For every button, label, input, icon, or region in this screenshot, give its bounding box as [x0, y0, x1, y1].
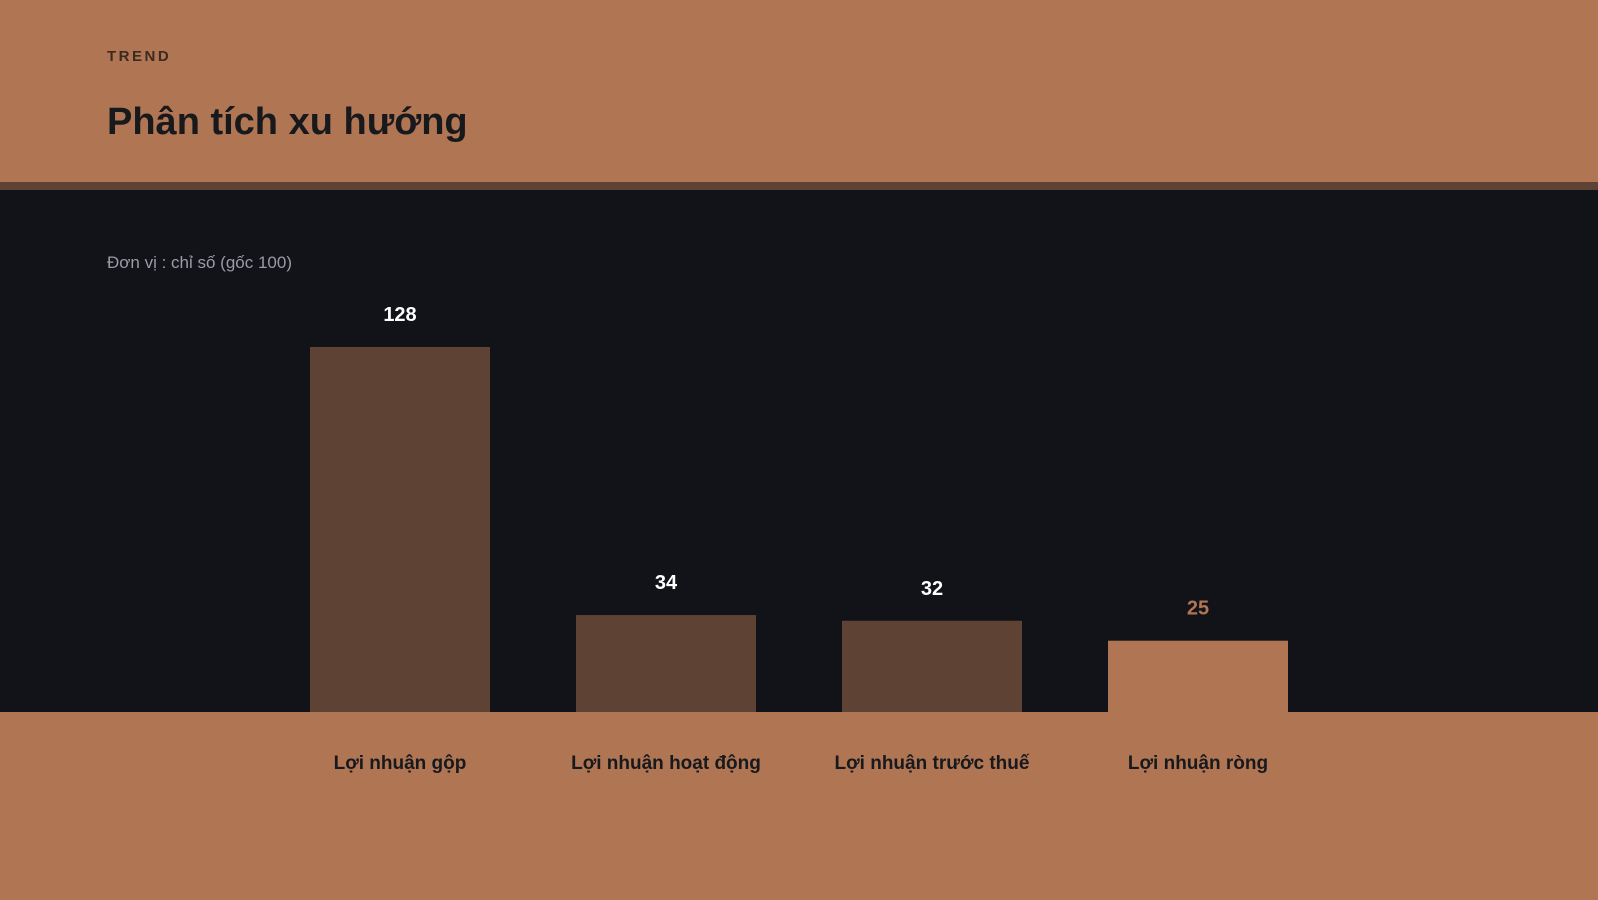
unit-note: Đơn vị : chỉ số (gốc 100): [107, 253, 292, 272]
value-label-4: 25: [1187, 598, 1209, 620]
bar-4: [1108, 640, 1288, 712]
value-label-1: 128: [383, 304, 416, 326]
value-labels-group: 128 34 32 25: [383, 304, 1209, 620]
category-label-3: Lợi nhuận trước thuế: [835, 753, 1030, 774]
bars-group: [310, 347, 1288, 712]
header-divider: [0, 182, 1598, 190]
bar-2: [576, 615, 756, 712]
category-label-1: Lợi nhuận gộp: [334, 753, 467, 774]
bar-3: [842, 620, 1022, 712]
bar-1: [310, 347, 490, 712]
page-title: Phân tích xu hướng: [107, 101, 468, 143]
section-kicker: TREND: [107, 48, 172, 65]
header-band: TREND Phân tích xu hướng: [0, 0, 1598, 182]
category-label-2: Lợi nhuận hoạt động: [571, 753, 761, 774]
value-label-3: 32: [921, 578, 943, 600]
value-label-2: 34: [655, 572, 678, 594]
chart-panel: [0, 190, 1598, 712]
category-labels-group: Lợi nhuận gộp Lợi nhuận hoạt động Lợi nhuậ…: [334, 753, 1268, 774]
category-label-4: Lợi nhuận ròng: [1128, 753, 1268, 774]
